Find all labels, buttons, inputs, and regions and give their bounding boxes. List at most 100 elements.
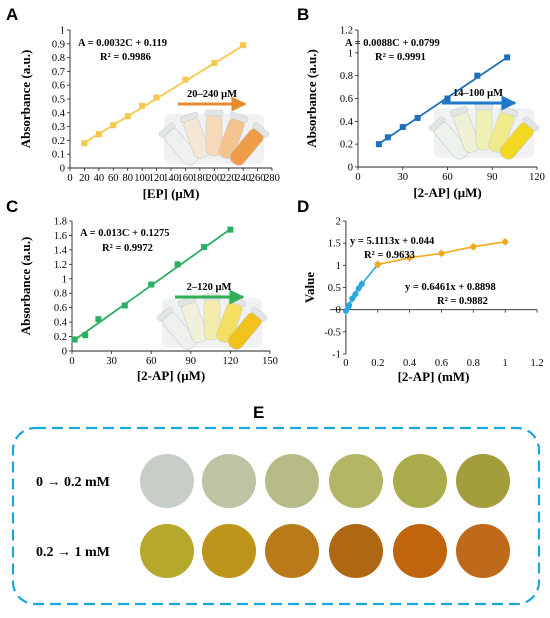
data-point: [504, 54, 511, 61]
equation: A = 0.013C + 0.1275: [80, 228, 170, 239]
data-point: [374, 261, 381, 268]
y-tick-label: 0.4: [52, 108, 66, 119]
color-swatch: [329, 524, 383, 578]
data-point: [81, 140, 88, 147]
r-squared: R² = 0.9972: [102, 243, 153, 254]
x-tick-label: 90: [186, 356, 197, 367]
color-swatch: [265, 524, 319, 578]
x-tick-label: 120: [149, 173, 165, 184]
x-tick-label: 240: [235, 173, 251, 184]
tube: [177, 295, 208, 343]
y-tick-label: 1.2: [54, 260, 67, 271]
tube-cap: [204, 109, 224, 117]
x-tick-label: 1: [503, 358, 508, 369]
tube-cap: [229, 111, 249, 123]
panel-letter-d: D: [297, 197, 309, 216]
data-point: [375, 141, 382, 148]
y-tick-label: 0.2: [340, 140, 353, 151]
range-label: 20–240 μM: [187, 89, 237, 100]
y-tick-label: 0.8: [340, 71, 353, 82]
data-point: [95, 316, 102, 323]
tube: [158, 122, 199, 166]
x-tick-label: 100: [134, 173, 150, 184]
data-point: [502, 238, 509, 245]
data-point: [355, 285, 362, 292]
tube-cap: [428, 116, 446, 132]
y-tick-label: 1: [60, 26, 65, 37]
tube: [204, 109, 224, 157]
panel-letter-c: C: [6, 197, 18, 216]
x-tick-label: 30: [398, 172, 409, 183]
data-point: [124, 113, 131, 120]
color-swatch: [140, 524, 194, 578]
y-tick-label: 0.4: [340, 117, 354, 128]
y-tick-label: 0.8: [52, 53, 65, 64]
x-tick-label: 280: [264, 173, 280, 184]
y-tick-label: 0.1: [52, 150, 65, 161]
y-tick-label: 0.8: [54, 289, 67, 300]
data-point: [71, 336, 78, 343]
panel-e-border: [11, 426, 541, 606]
color-swatch: [202, 524, 256, 578]
x-tick-label: 0: [67, 173, 72, 184]
x-tick-label: 0.4: [403, 358, 417, 369]
y-tick-label: 0.2: [54, 332, 67, 343]
x-tick-label: 0.2: [371, 358, 384, 369]
tube: [449, 105, 480, 153]
tube: [499, 116, 540, 160]
color-swatch: [140, 454, 194, 508]
range-label: 14–100 μM: [453, 88, 503, 99]
data-point: [139, 102, 146, 109]
y-tick-label: 1: [62, 274, 67, 285]
tube: [218, 111, 249, 159]
tube: [156, 306, 197, 350]
tube: [428, 116, 469, 160]
charts-area: A B C D 0 20 40 60 80 10012014016018020022024…: [6, 5, 545, 384]
y-tick-label: 1.6: [54, 231, 67, 242]
y-tick-label: 0: [60, 164, 65, 175]
tube-cap: [474, 103, 494, 111]
x-tick-label: 60: [442, 172, 453, 183]
panel-letter-e: E: [253, 403, 264, 422]
x-tick-label: 180: [192, 173, 208, 184]
data-point: [201, 244, 207, 250]
tube-cap: [449, 105, 469, 117]
x-tick-label: 140: [163, 173, 179, 184]
y-tick-label: 0.3: [52, 122, 65, 133]
color-swatch: [329, 454, 383, 508]
color-swatch: [456, 454, 510, 508]
tube: [474, 103, 494, 151]
data-point: [174, 261, 181, 268]
x-axis-title: [EP] (μM): [143, 186, 200, 201]
x-tick-label: 260: [250, 173, 266, 184]
data-point: [444, 95, 451, 102]
x-tick-label: 0: [355, 172, 360, 183]
x-axis-title: [2-AP] (mM): [398, 369, 470, 384]
x-tick-label: 40: [94, 173, 105, 184]
y-tick-label: -0.5: [324, 327, 341, 338]
tube-cap: [522, 116, 540, 132]
color-swatch: [265, 454, 319, 508]
x-tick-label: 200: [206, 173, 222, 184]
data-point: [211, 60, 218, 67]
x-tick-label: 150: [262, 356, 278, 367]
x-tick-label: 80: [122, 173, 133, 184]
panel-letter-b: B: [297, 5, 309, 24]
y-tick-label: 1.5: [328, 239, 341, 250]
row-label-high: 0.2 → 1 mM: [36, 545, 110, 560]
y-tick-label: 1: [348, 48, 353, 59]
tube-cap: [158, 122, 176, 138]
y-tick-label: 0.6: [54, 303, 67, 314]
y-tick-label: 1.2: [340, 26, 353, 37]
data-point: [182, 76, 189, 83]
y-axis-title: Absorbance (a.u.): [18, 50, 33, 149]
data-point: [346, 302, 353, 309]
x-tick-label: 160: [178, 173, 194, 184]
color-swatches: [140, 454, 510, 578]
equation: A = 0.0032C + 0.119: [78, 38, 167, 49]
y-tick-label: 0.6: [52, 81, 65, 92]
y-tick-label: -1: [332, 350, 341, 361]
data-point: [474, 72, 481, 79]
data-point: [470, 243, 477, 250]
